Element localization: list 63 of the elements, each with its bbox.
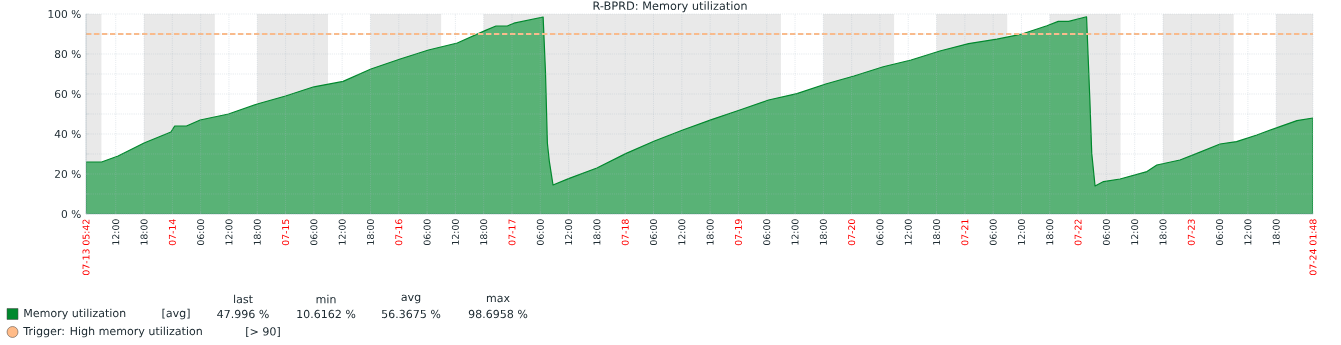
x-tick-label: 12:00	[338, 219, 346, 245]
x-tick-label: 07-23	[1187, 219, 1195, 246]
x-tick-label: 18:00	[706, 219, 714, 245]
x-tick-label: 06:00	[310, 219, 318, 245]
x-tick-label: 12:00	[451, 219, 459, 245]
x-tick-label: 06:00	[649, 219, 658, 245]
x-tick-label: 18:00	[933, 219, 941, 245]
x-tick-label: 06:00	[763, 219, 771, 245]
x-tick-label: 18:00	[140, 219, 148, 245]
x-tick-label: 07-13 05:42	[82, 219, 90, 276]
text: 98.6958 %	[468, 309, 528, 319]
y-tick-label: 60 %	[54, 89, 81, 99]
x-tick-label: 06:00	[197, 219, 205, 245]
x-tick-label: 06:00	[1102, 219, 1110, 245]
chart-title: R-BPRD: Memory utilization	[593, 1, 747, 13]
x-tick-label: 06:00	[1216, 219, 1224, 245]
x-tick-label: 12:00	[1131, 219, 1139, 245]
x-tick-label: 18:00	[366, 219, 374, 245]
text: 10.6162 %	[297, 309, 356, 319]
text: avg	[401, 294, 421, 304]
text: 56.3675 %	[381, 309, 441, 319]
x-tick-label: 07-22	[1074, 219, 1082, 246]
y-tick-label: 20 %	[54, 169, 81, 179]
x-tick-label: 18:00	[480, 219, 488, 245]
x-tick-label: 06:00	[989, 219, 997, 245]
x-tick-label: 07-16	[395, 219, 403, 246]
x-tick-label: 07-15	[282, 219, 290, 246]
x-tick-label: 18:00	[1046, 219, 1054, 245]
text: min	[316, 294, 336, 304]
x-tick-label: 18:00	[593, 219, 601, 245]
x-tick-label: 12:00	[791, 219, 799, 245]
text: [> 90]	[246, 327, 280, 337]
x-tick-label: 12:00	[1017, 219, 1025, 245]
x-tick-label: 06:00	[876, 219, 884, 245]
x-tick-label: 12:00	[225, 219, 233, 245]
x-tick-label: 07-21	[961, 219, 969, 246]
x-tick-label: 07-24 01:48	[1309, 219, 1317, 276]
y-tick-label: 100 %	[48, 9, 81, 19]
y-tick-label: 40 %	[54, 129, 81, 139]
y-tick-label: 80 %	[54, 49, 81, 59]
x-tick-label: 18:00	[1159, 219, 1167, 245]
x-tick-label: 12:00	[678, 219, 686, 245]
x-tick-label: 12:00	[565, 219, 573, 245]
legend-label: Memory utilization	[24, 308, 126, 320]
x-tick-label: 18:00	[253, 219, 261, 245]
x-tick-label: 07-14	[168, 219, 176, 246]
x-tick-label: 07-18	[621, 219, 629, 246]
x-tick-label: 06:00	[536, 219, 544, 245]
x-tick-label: 07-19	[734, 219, 742, 246]
text: 47.996 %	[217, 309, 269, 319]
x-tick-label: 12:00	[1244, 219, 1252, 245]
x-tick-label: 18:00	[819, 219, 827, 245]
x-tick-label: 12:00	[112, 219, 120, 245]
text: last	[234, 294, 253, 304]
y-tick-label: 0 %	[61, 209, 81, 219]
x-tick-label: 18:00	[1272, 219, 1280, 245]
legend-label: Trigger: High memory utilization	[23, 326, 202, 338]
text: [avg]	[162, 308, 190, 320]
x-tick-label: 12:00	[904, 219, 912, 245]
x-tick-label: 07-20	[848, 219, 856, 246]
text: max	[486, 295, 510, 303]
x-tick-label: 06:00	[423, 219, 431, 245]
x-tick-label: 07-17	[508, 219, 516, 246]
